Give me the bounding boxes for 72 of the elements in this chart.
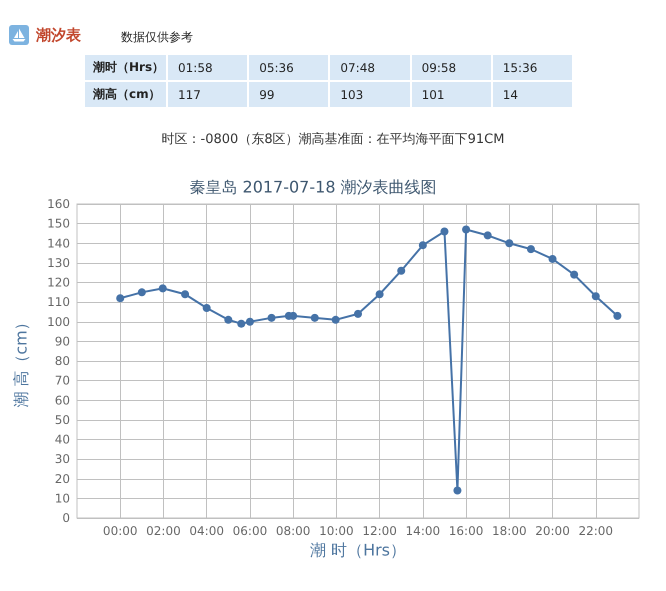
x-tick-label: 10:00 [319, 524, 354, 538]
point [453, 486, 462, 495]
x-tick-label: 08:00 [276, 524, 310, 538]
text: 潮时（Hrs） [84, 54, 167, 81]
y-tick-label: 20 [54, 472, 70, 486]
point [310, 314, 319, 322]
y-tick-label: 60 [54, 393, 70, 408]
y-tick-label: 50 [54, 412, 70, 427]
point [526, 245, 535, 254]
text: 时区：-0800（东8区）潮高基准面：在平均海平面下91CM [160, 131, 506, 148]
point [202, 304, 211, 312]
y-tick-label: 110 [47, 295, 70, 310]
point [376, 290, 384, 298]
data-label: 99 [248, 81, 330, 108]
y-tick-label: 90 [54, 334, 70, 348]
point [237, 320, 246, 328]
point [246, 318, 254, 326]
category-label: 05:36 [248, 54, 330, 81]
data-label: 117 [167, 81, 248, 108]
point [158, 284, 167, 292]
point [462, 226, 470, 234]
y-tick-label: 100 [47, 314, 70, 329]
point [505, 239, 514, 248]
category-label: 09:58 [410, 54, 492, 81]
point [268, 314, 276, 322]
point [397, 266, 406, 275]
point [181, 290, 190, 298]
y-tick-label: 150 [47, 216, 70, 231]
x-tick-label: 00:00 [102, 524, 138, 538]
point [548, 254, 557, 263]
x-tick-label: 04:00 [189, 524, 224, 538]
category-label: 07:48 [329, 54, 411, 81]
y-tick-label: 120 [47, 276, 70, 290]
x-tick-label: 22:00 [578, 524, 614, 538]
point [332, 316, 340, 324]
data-label: 101 [410, 81, 492, 108]
text: 数据仅供参考 [121, 29, 193, 46]
point [570, 270, 578, 279]
y-tick-label: 160 [47, 197, 70, 211]
x-tick-label: 16:00 [448, 524, 484, 538]
point [484, 231, 492, 240]
x-tick-label: 06:00 [232, 524, 268, 538]
chart-title: 秦皇岛 2017-07-18 潮汐表曲线图 [189, 178, 437, 196]
y-axis-title: 潮 高（cm） [12, 314, 30, 408]
y-tick-label: 40 [54, 432, 70, 446]
y-tick-label: 70 [54, 374, 70, 388]
point [418, 241, 427, 250]
category-label: 15:36 [492, 54, 573, 81]
text: 潮汐表 [36, 26, 81, 45]
text: 潮高（cm） [84, 81, 167, 108]
x-tick-label: 02:00 [146, 524, 181, 538]
x-tick-label: 18:00 [492, 524, 527, 538]
point [440, 227, 448, 236]
point [354, 310, 362, 318]
y-tick-label: 80 [54, 354, 70, 368]
category-label: 01:58 [167, 54, 248, 81]
x-axis-title: 潮 时（Hrs） [310, 540, 406, 560]
y-tick-label: 0 [62, 511, 70, 525]
point [592, 292, 600, 300]
y-tick-label: 30 [54, 452, 70, 466]
x-tick-label: 20:00 [535, 524, 570, 538]
point [613, 312, 622, 320]
data-label: 103 [329, 81, 411, 108]
x-tick-label: 12:00 [362, 524, 397, 538]
point [224, 316, 232, 324]
y-tick-label: 140 [47, 236, 70, 250]
y-tick-label: 10 [54, 491, 70, 506]
y-tick-label: 130 [47, 256, 70, 270]
point [138, 288, 146, 296]
data-label: 14 [492, 81, 573, 108]
x-tick-label: 14:00 [406, 524, 440, 538]
point [116, 294, 124, 302]
